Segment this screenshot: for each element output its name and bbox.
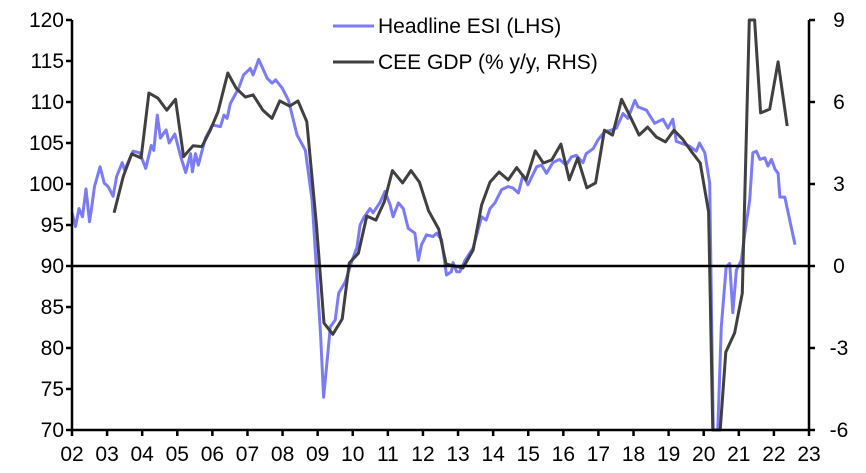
bottom-tick-label: 09 <box>306 443 329 466</box>
bottom-tick-label: 13 <box>446 443 469 466</box>
bottom-tick-label: 19 <box>657 443 680 466</box>
bottom-tick-label: 21 <box>727 443 750 466</box>
bottom-tick-label: 18 <box>622 443 645 466</box>
bottom-tick-label: 06 <box>201 443 224 466</box>
bottom-tick-label: 23 <box>797 443 820 466</box>
left-tick-label: 115 <box>31 50 64 73</box>
bottom-tick-label: 12 <box>411 443 434 466</box>
left-tick-label: 85 <box>41 296 64 319</box>
series-layer <box>70 18 797 432</box>
right-tick-label: -6 <box>830 419 849 442</box>
left-tick-label: 80 <box>41 337 64 360</box>
right-tick-label: 0 <box>833 255 845 278</box>
bottom-tick-label: 05 <box>166 443 189 466</box>
left-tick-label: 90 <box>41 255 64 278</box>
right-tick-label: -3 <box>830 337 849 360</box>
bottom-tick-label: 08 <box>271 443 294 466</box>
bottom-tick-label: 20 <box>692 443 715 466</box>
legend-label-gdp: CEE GDP (% y/y, RHS) <box>378 51 598 74</box>
bottom-tick-label: 14 <box>481 443 505 466</box>
bottom-tick-label: 15 <box>517 443 540 466</box>
right-tick-label: 6 <box>833 91 845 114</box>
left-tick-label: 105 <box>29 132 64 155</box>
bottom-tick-label: 07 <box>236 443 259 466</box>
series-line-gdp <box>112 18 789 432</box>
legend-label-esi: Headline ESI (LHS) <box>378 15 561 38</box>
series-line-esi <box>70 57 797 432</box>
left-tick-label: 70 <box>41 419 64 442</box>
bottom-tick-label: 11 <box>377 443 399 466</box>
right-tick-label: 9 <box>833 9 845 32</box>
right-tick-label: 3 <box>833 173 845 196</box>
bottom-tick-label: 04 <box>131 443 155 466</box>
left-tick-label: 95 <box>41 214 64 237</box>
left-tick-label: 75 <box>41 378 64 401</box>
legend: Headline ESI (LHS) CEE GDP (% y/y, RHS) <box>333 15 598 74</box>
left-tick-label: 100 <box>29 173 64 196</box>
bottom-tick-label: 10 <box>341 443 364 466</box>
left-tick-label: 110 <box>31 91 64 114</box>
bottom-tick-label: 22 <box>762 443 785 466</box>
bottom-tick-label: 16 <box>552 443 575 466</box>
bottom-tick-label: 17 <box>587 443 610 466</box>
bottom-tick-label: 02 <box>60 443 83 466</box>
bottom-tick-label: 03 <box>95 443 118 466</box>
left-tick-label: 120 <box>29 9 64 32</box>
